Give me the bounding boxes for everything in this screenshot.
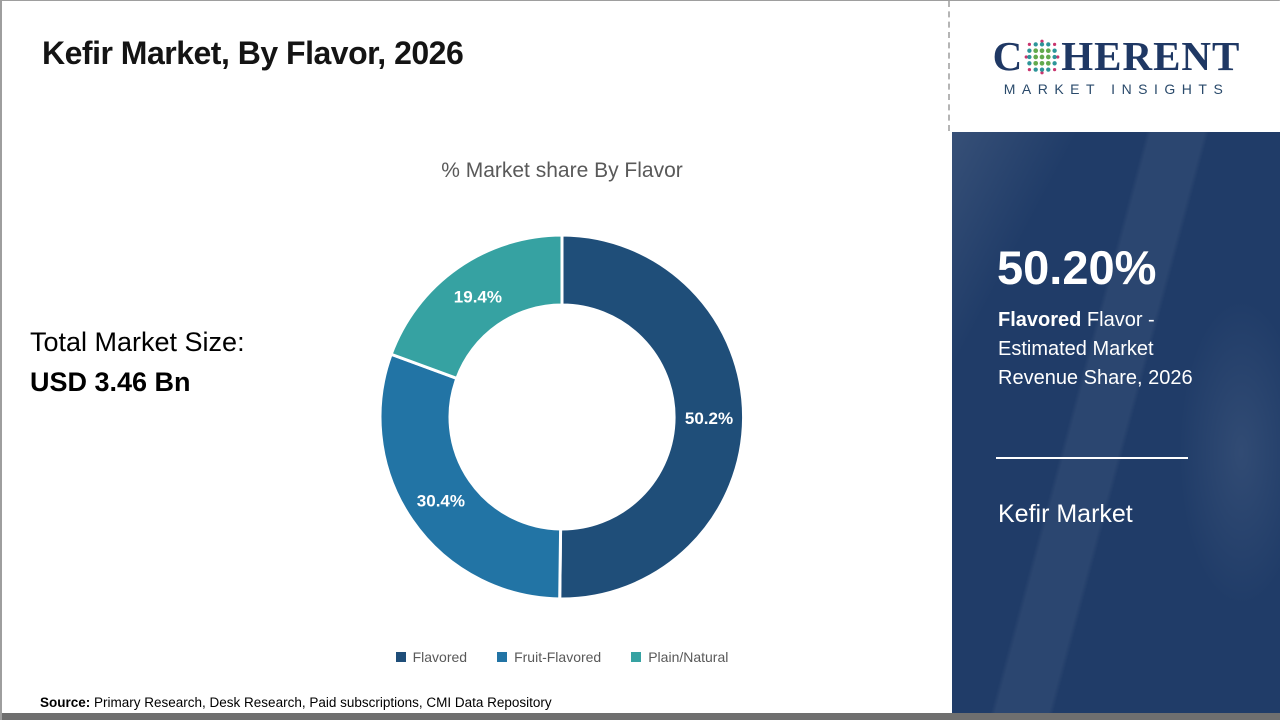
legend-label: Flavored [412, 649, 468, 665]
legend-label: Fruit-Flavored [514, 649, 602, 665]
highlight-sidebar: 50.20% Flavored Flavor - Estimated Marke… [952, 132, 1280, 715]
total-market-size-value: USD 3.46 Bn [30, 367, 191, 397]
source-text: Primary Research, Desk Research, Paid su… [90, 695, 552, 710]
brand-part2: HERENT [1061, 33, 1241, 79]
donut-data-label: 19.4% [454, 288, 502, 307]
chart-legend: Flavored Fruit-Flavored Plain/Natural [262, 649, 862, 665]
donut-segment-plain-natural [389, 233, 564, 381]
donut-chart: 50.2% 30.4% 19.4% [378, 233, 746, 601]
brand-subtitle: MARKET INSIGHTS [1003, 81, 1230, 97]
page-title: Kefir Market, By Flavor, 2026 [42, 35, 464, 71]
legend-label: Plain/Natural [648, 649, 729, 665]
donut-data-label: 30.4% [417, 491, 465, 510]
legend-item-fruit-flavored: Fruit-Flavored [497, 649, 601, 665]
legend-item-flavored: Flavored [395, 649, 468, 665]
highlight-description: Flavored Flavor - Estimated Market Reven… [998, 306, 1216, 393]
total-market-size-block: Total Market Size: USD 3.46 Bn [30, 327, 245, 398]
legend-swatch [631, 652, 642, 662]
brand-part1: C [992, 33, 1024, 79]
bottom-bar [2, 713, 1280, 720]
legend-swatch [395, 652, 406, 662]
donut-segment-flavored [558, 233, 746, 601]
globe-dots-icon [1024, 39, 1060, 74]
highlight-description-bold: Flavored [998, 309, 1082, 331]
source-label: Source: [40, 695, 91, 710]
dashed-separator [948, 1, 950, 131]
legend-item-plain-natural: Plain/Natural [631, 649, 728, 665]
chart-title: % Market share By Flavor [441, 159, 683, 182]
brand-logo: C [952, 1, 1280, 132]
donut-segment-fruit-flavored [378, 352, 563, 601]
source-line: Source: Primary Research, Desk Research,… [40, 695, 552, 710]
highlight-description-rest: Flavor - Estimated Market Revenue Share,… [998, 309, 1193, 389]
brand-wordmark: C [993, 36, 1241, 77]
total-market-size-label: Total Market Size: [30, 327, 245, 357]
sidebar-market-name: Kefir Market [998, 500, 1133, 528]
highlight-value: 50.20% [997, 241, 1157, 294]
sidebar-divider [996, 457, 1188, 459]
legend-swatch [497, 652, 508, 662]
donut-data-label: 50.2% [685, 409, 733, 428]
